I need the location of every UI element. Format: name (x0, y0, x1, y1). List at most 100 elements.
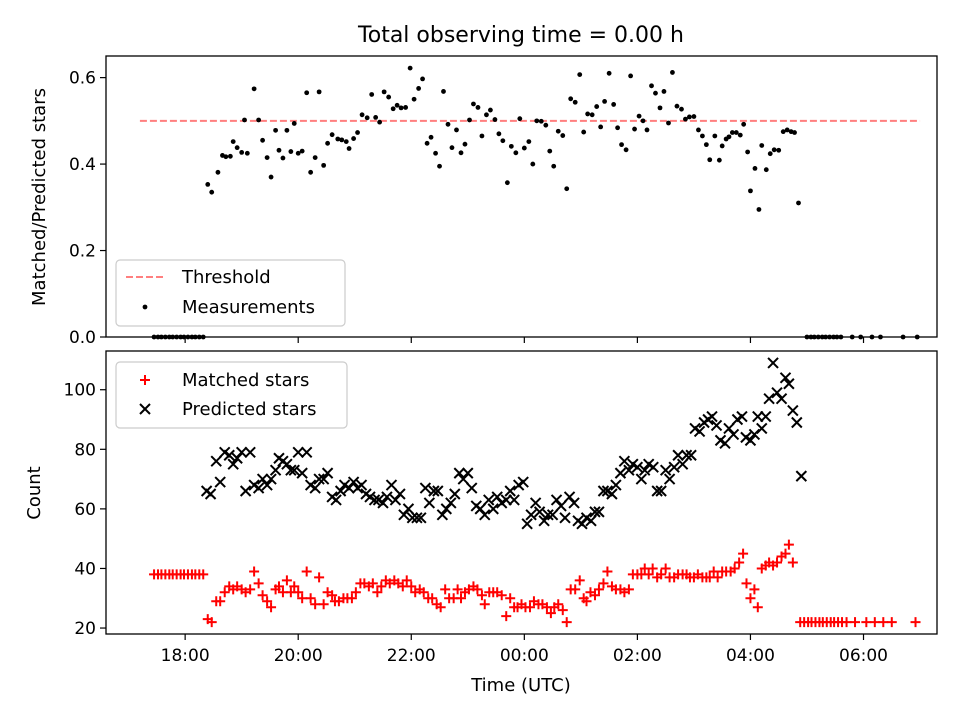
y-tick-label-count: 20 (74, 619, 96, 639)
measurement-point (719, 143, 725, 149)
axes-frame-ratio (105, 55, 938, 338)
matched-point (787, 557, 798, 568)
measurement-point (560, 133, 566, 138)
measurement-point (295, 150, 301, 156)
measurement-point (508, 143, 514, 149)
matched-point (708, 566, 719, 577)
measurement-point (733, 130, 739, 135)
predicted-point (779, 372, 792, 384)
measurement-point (543, 122, 549, 128)
chart-title: Total observing time = 0.00 h (357, 23, 684, 48)
measurement-point (268, 174, 274, 180)
matched-point (772, 557, 783, 568)
measurement-point (496, 131, 502, 137)
matched-point (346, 593, 357, 604)
matched-point (505, 593, 516, 604)
measurement-point (437, 163, 442, 169)
measurement-point (581, 129, 587, 135)
predicted-point (406, 512, 419, 524)
measurement-point (458, 150, 464, 156)
measurement-point (752, 166, 758, 171)
matched-point (427, 593, 438, 604)
measurement-point (776, 147, 782, 153)
predicted-point (606, 488, 618, 500)
measurement-point (568, 96, 574, 102)
predicted-point (244, 446, 256, 458)
x-tick-label: 00:00 (500, 646, 549, 666)
measurement-point (696, 127, 701, 133)
predicted-point (663, 473, 676, 485)
measurement-point (745, 149, 751, 155)
axes-frame-count (105, 350, 938, 635)
legend-swatch-measurements (142, 304, 148, 310)
predicted-point (214, 476, 226, 488)
measurement-point (351, 136, 357, 141)
measurement-point (628, 73, 634, 79)
measurement-point (321, 162, 327, 168)
measurement-point (661, 89, 667, 94)
legend-label-measurements: Measurements (182, 297, 315, 318)
measurement-point (373, 114, 379, 120)
matched-point (643, 569, 654, 580)
predicted-point (727, 428, 740, 441)
measurement-point (716, 157, 722, 163)
matched-point (367, 578, 378, 589)
matched-point (472, 584, 483, 595)
predicted-point (453, 467, 466, 479)
measurement-point (577, 72, 583, 77)
matched-point (310, 599, 321, 610)
measurement-point (699, 133, 705, 139)
measurement-point (796, 200, 801, 206)
matched-point (553, 599, 564, 610)
measurement-point (377, 119, 383, 125)
matched-point (660, 563, 671, 574)
predicted-point (680, 449, 693, 461)
predicted-point (466, 482, 478, 494)
predicted-point (597, 485, 610, 497)
matched-point (314, 572, 325, 583)
matched-point (215, 596, 226, 607)
predicted-point (787, 404, 799, 417)
y-tick-label-count: 80 (74, 440, 96, 460)
predicted-point (368, 494, 381, 506)
measurement-point (316, 89, 322, 95)
measurement-point (703, 142, 709, 148)
matched-point (318, 599, 329, 610)
measurement-point (227, 153, 233, 159)
measurement-point (462, 141, 468, 147)
measurement-point (615, 125, 621, 131)
predicted-point (710, 419, 723, 432)
measurement-point (526, 139, 532, 144)
y-tick-label-ratio: 0.0 (69, 328, 96, 348)
matched-point (749, 584, 760, 595)
matched-point (524, 602, 535, 613)
measurement-point (670, 70, 675, 75)
matched-point (350, 587, 361, 598)
predicted-point (334, 485, 347, 497)
measurement-point (288, 149, 294, 154)
measurement-point (364, 115, 370, 121)
measurement-point (256, 117, 262, 123)
predicted-point (355, 479, 368, 491)
measurement-point (273, 127, 278, 133)
predicted-point (436, 509, 449, 521)
predicted-point (227, 458, 239, 470)
predicted-point (791, 416, 803, 429)
x-tick-label: 22:00 (387, 646, 436, 666)
predicted-point (639, 464, 651, 476)
measurement-point (398, 105, 404, 111)
matched-point (783, 539, 794, 550)
measurement-point (538, 118, 544, 124)
measurement-point (251, 86, 257, 92)
predicted-point (415, 512, 427, 524)
predicted-point (631, 461, 644, 473)
predicted-point (288, 464, 300, 476)
predicted-point (719, 437, 731, 450)
predicted-point (419, 482, 432, 494)
predicted-point (736, 410, 748, 423)
predicted-point (525, 509, 537, 521)
measurement-point (390, 106, 396, 112)
matched-point (501, 611, 512, 622)
measurement-point (407, 65, 413, 71)
predicted-point (445, 497, 457, 509)
